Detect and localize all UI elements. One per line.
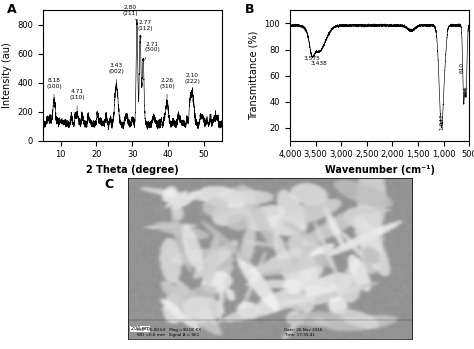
Text: 4.71
(110): 4.71 (110) <box>69 89 85 111</box>
Text: Time: 17:35:41: Time: 17:35:41 <box>284 333 315 337</box>
Text: 8.18
(100): 8.18 (100) <box>46 78 62 99</box>
X-axis label: Wavenumber (cm⁻¹): Wavenumber (cm⁻¹) <box>325 165 435 175</box>
Text: 2.26
(310): 2.26 (310) <box>159 78 175 99</box>
X-axis label: 2 Theta (degree): 2 Theta (degree) <box>86 165 179 175</box>
Text: B: B <box>245 3 255 16</box>
Text: 2.77
(112): 2.77 (112) <box>137 20 153 37</box>
Text: C: C <box>104 178 113 191</box>
Text: 610: 610 <box>460 62 465 73</box>
Text: 2.10
(222): 2.10 (222) <box>184 73 200 95</box>
Text: EHT =5.00 kV   Mag =30.00 KX: EHT =5.00 kV Mag =30.00 KX <box>137 328 201 332</box>
Text: WD =6.6 mm   Signal A = SE1: WD =6.6 mm Signal A = SE1 <box>137 333 199 337</box>
Text: 3,438: 3,438 <box>310 61 327 66</box>
Text: Date: 26 Nov 2016: Date: 26 Nov 2016 <box>284 328 323 332</box>
Text: 1,042: 1,042 <box>439 113 444 130</box>
Text: 2.80
(211): 2.80 (211) <box>123 6 138 21</box>
Y-axis label: Transmittance (%): Transmittance (%) <box>249 31 259 120</box>
Text: 2.71
(300): 2.71 (300) <box>144 42 160 60</box>
Text: 564: 564 <box>464 86 468 97</box>
Text: 3.43
(002): 3.43 (002) <box>109 63 125 84</box>
Text: A: A <box>7 3 17 16</box>
Text: 200 nm: 200 nm <box>131 326 150 332</box>
Y-axis label: Intensity (au): Intensity (au) <box>1 43 11 109</box>
Text: 3,575: 3,575 <box>303 56 320 61</box>
